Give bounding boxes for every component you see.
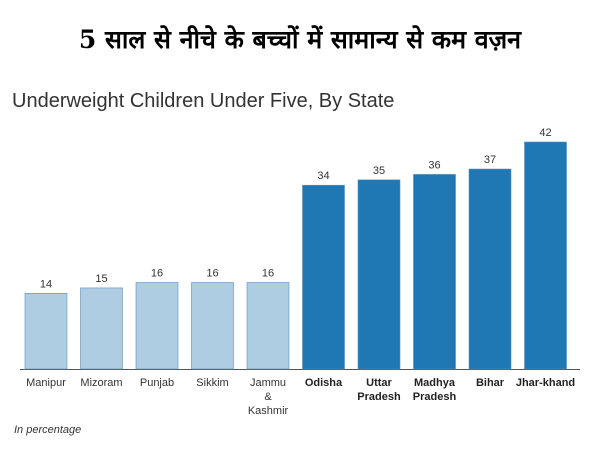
x-tick-label: Kashmir — [248, 405, 289, 417]
bar — [468, 168, 512, 370]
x-tick-label: Madhya — [414, 377, 456, 389]
bar — [135, 282, 179, 370]
chart-footnote: In percentage — [14, 424, 82, 436]
x-tick-label: Manipur — [26, 377, 66, 389]
x-tick-label: Jammu — [250, 377, 286, 389]
x-tick-label: Uttar — [366, 377, 392, 389]
x-tick-label: Odisha — [305, 377, 343, 389]
data-label: 16 — [151, 268, 163, 280]
data-label: 34 — [317, 170, 329, 182]
data-label: 42 — [539, 127, 551, 139]
data-label: 14 — [40, 278, 52, 290]
bar — [524, 141, 567, 370]
data-label: 16 — [262, 268, 274, 280]
x-tick-label: Sikkim — [196, 377, 228, 389]
data-label: 36 — [428, 159, 440, 171]
x-tick-label: Mizoram — [80, 377, 122, 389]
bar — [302, 184, 345, 370]
bar — [191, 282, 234, 370]
bar — [246, 282, 290, 370]
data-label: 16 — [206, 268, 218, 280]
data-label: 35 — [373, 165, 385, 177]
x-tick-label: & — [264, 391, 272, 403]
bar — [413, 174, 456, 370]
x-tick-label: Pradesh — [413, 391, 457, 403]
data-label: 15 — [95, 273, 107, 285]
x-tick-label: Jhar-khand — [516, 377, 575, 389]
x-tick-label: Punjab — [140, 377, 174, 389]
data-label: 37 — [484, 154, 496, 166]
x-tick-label: Bihar — [476, 377, 505, 389]
bar — [80, 287, 123, 370]
chart-title: Underweight Children Under Five, By Stat… — [12, 90, 395, 112]
page-heading-hindi: 5 साल से नीचे के बच्चों में सामान्य से क… — [78, 25, 522, 54]
bar — [357, 179, 401, 370]
bar — [24, 293, 68, 370]
x-tick-label: Pradesh — [357, 391, 401, 403]
